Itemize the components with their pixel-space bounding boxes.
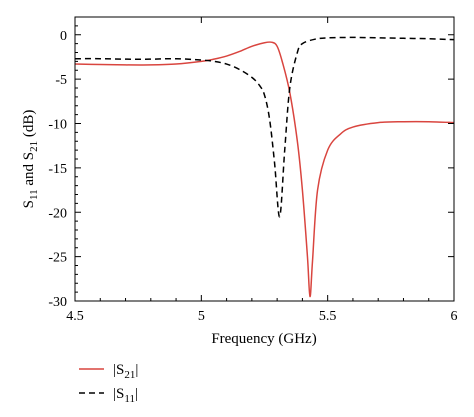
x-tick-label: 4.5: [66, 309, 84, 324]
y-tick-label: 0: [60, 29, 67, 44]
legend-label-s21: |S21|: [113, 362, 138, 381]
y-tick-label: -10: [48, 118, 67, 133]
plot-area: [75, 36, 454, 298]
y-tick-label: -5: [55, 73, 67, 88]
legend-label-s11: |S11|: [113, 386, 138, 405]
y-tick-label: -30: [48, 295, 67, 310]
y-axis-label: S11 and S21 (dB): [21, 110, 40, 209]
y-tick-label: -25: [48, 251, 67, 266]
plot-frame: [74, 16, 455, 302]
y-tick-label: -20: [48, 206, 67, 221]
legend-item-s21: |S21|: [79, 362, 138, 381]
y-tick-label: -15: [48, 162, 67, 177]
tick-labels: 4.5 5 5.5 6 0 -5 -10 -15 -20 -25 -30: [48, 29, 457, 324]
x-axis-label: Frequency (GHz): [211, 331, 316, 347]
axis-ticks: [74, 17, 455, 302]
series-line-s21: [75, 41, 454, 298]
x-tick-label: 6: [451, 309, 458, 324]
series-line-s11: [75, 36, 454, 218]
x-tick-label: 5: [198, 309, 205, 324]
legend-item-s11: |S11|: [79, 386, 138, 405]
legend: |S21| |S11|: [79, 362, 138, 405]
x-tick-label: 5.5: [319, 309, 337, 324]
